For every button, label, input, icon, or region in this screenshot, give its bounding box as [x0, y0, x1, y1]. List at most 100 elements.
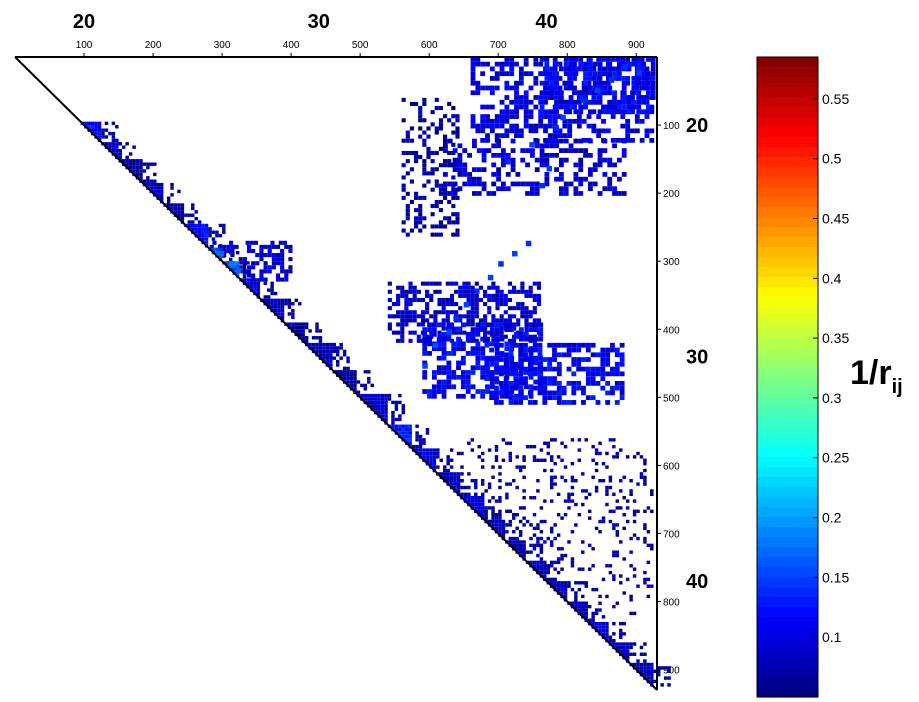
heatmap-cell	[610, 366, 615, 372]
heatmap-cell	[259, 273, 264, 278]
heatmap-cell	[486, 148, 492, 153]
heatmap-cell	[630, 95, 635, 100]
heatmap-cell	[441, 318, 446, 323]
heatmap-cell	[414, 224, 419, 229]
heatmap-cell	[498, 371, 504, 377]
heatmap-cell	[644, 99, 650, 105]
heatmap-cell	[425, 455, 430, 459]
heatmap-cell	[115, 148, 119, 153]
heatmap-cell	[478, 318, 484, 323]
heatmap-cell	[246, 278, 250, 282]
heatmap-cell	[595, 380, 601, 386]
heatmap-cell	[387, 322, 392, 327]
heatmap-cell	[204, 240, 209, 245]
heatmap-cell	[525, 444, 530, 449]
heatmap-cell	[605, 625, 609, 629]
heatmap-cell	[443, 472, 447, 476]
heatmap-cell	[263, 261, 268, 266]
heatmap-cell	[242, 278, 247, 282]
heatmap-cell	[159, 186, 164, 190]
heatmap-cell	[432, 451, 437, 456]
heatmap-cell	[619, 628, 623, 633]
heatmap-cell	[370, 404, 374, 408]
heatmap-cell	[270, 291, 274, 296]
heatmap-cell	[543, 519, 547, 524]
heatmap-cell	[524, 306, 529, 311]
heatmap-cell	[597, 157, 603, 163]
heatmap-cell	[587, 57, 593, 62]
heatmap-cell	[430, 159, 435, 164]
heatmap-cell	[301, 332, 305, 337]
heatmap-cell	[644, 95, 650, 100]
heatmap-cell	[515, 465, 519, 469]
heatmap-cell	[222, 227, 226, 231]
heatmap-cell	[405, 434, 409, 439]
heatmap-cell	[500, 162, 506, 168]
heatmap-cell	[523, 395, 528, 401]
heatmap-cell	[394, 417, 399, 422]
heatmap-cell	[543, 540, 547, 544]
heatmap-cell	[614, 347, 620, 353]
heatmap-cell	[400, 314, 405, 319]
heatmap-cell	[625, 506, 630, 510]
heatmap-cell	[594, 587, 599, 592]
heatmap-cell	[556, 533, 561, 537]
heatmap-cell	[441, 346, 447, 352]
heatmap-cell	[315, 346, 319, 350]
heatmap-cell	[460, 360, 466, 366]
heatmap-cell	[422, 438, 426, 442]
heatmap-cell	[607, 90, 613, 96]
heatmap-cell	[509, 327, 515, 332]
colorbar-segment	[757, 367, 818, 378]
heatmap-cell	[532, 458, 537, 462]
heatmap-cell	[542, 400, 548, 405]
heatmap-cell	[594, 461, 599, 466]
heatmap-cell	[550, 438, 554, 442]
heatmap-cell	[311, 342, 316, 347]
heatmap-cell	[263, 265, 268, 270]
heatmap-cell	[649, 109, 655, 115]
heatmap-cell	[584, 601, 588, 605]
heatmap-cell	[256, 285, 261, 289]
heatmap-cell	[508, 455, 513, 459]
heatmap-cell	[507, 297, 513, 303]
heatmap-cell	[513, 371, 519, 377]
heatmap-hotspot	[622, 63, 628, 70]
heatmap-cell	[470, 365, 476, 371]
heatmap-cell	[612, 604, 616, 609]
heatmap-cell	[408, 314, 413, 319]
heatmap-cell	[583, 85, 588, 91]
heatmap-cell	[643, 577, 647, 582]
heatmap-cell	[135, 172, 140, 177]
heatmap-cell	[598, 625, 602, 629]
heatmap-cell	[396, 285, 401, 290]
heatmap-cell	[467, 472, 471, 476]
heatmap-cell	[438, 191, 443, 196]
heatmap-cell	[554, 104, 559, 110]
heatmap-cell	[477, 444, 481, 449]
heatmap-cell	[457, 152, 463, 158]
heatmap-cell	[631, 99, 637, 105]
heatmap-cell	[616, 61, 622, 67]
heatmap-cell	[415, 448, 419, 452]
right-tick-label: 200	[663, 189, 680, 200]
heatmap-cell	[494, 519, 499, 524]
heatmap-cell	[649, 128, 655, 134]
heatmap-cell	[494, 346, 500, 352]
heatmap-cell	[298, 325, 302, 330]
heatmap-cell	[560, 581, 564, 585]
heatmap-cell	[612, 186, 617, 192]
heatmap-cell	[612, 509, 616, 514]
heatmap-cell	[536, 536, 540, 541]
heatmap-cell	[533, 322, 539, 328]
heatmap-cell	[422, 216, 427, 221]
heatmap-cell	[553, 577, 557, 582]
heatmap-cell	[441, 297, 446, 303]
heatmap-cell	[512, 285, 517, 290]
heatmap-cell	[553, 438, 557, 442]
heatmap-cell	[325, 342, 330, 347]
heatmap-cell	[430, 187, 435, 192]
heatmap-cell	[528, 289, 533, 294]
heatmap-cell	[445, 326, 450, 331]
heatmap-cell	[441, 302, 446, 307]
